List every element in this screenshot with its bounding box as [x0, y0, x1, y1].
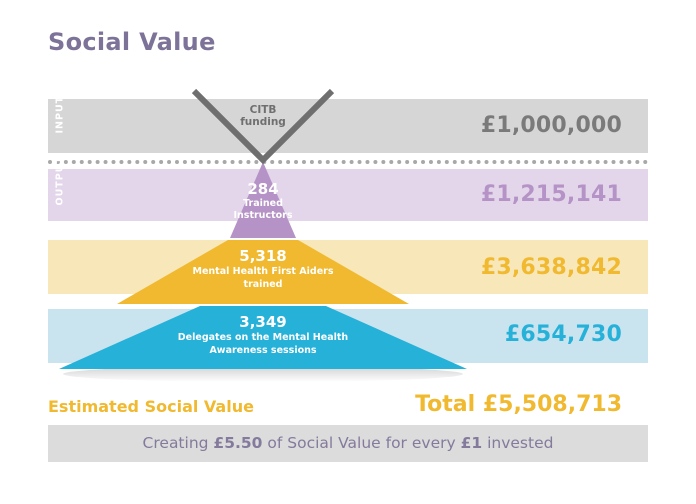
input-value: £1,000,000 — [480, 113, 622, 138]
tier3-value: £654,730 — [504, 322, 622, 347]
footer-suffix: invested — [482, 434, 554, 452]
footer-amount: £5.50 — [213, 434, 263, 452]
tier1-text: 284 Trained Instructors — [213, 180, 313, 222]
page-title: Social Value — [48, 28, 216, 56]
pyramid-shadow — [63, 366, 463, 382]
total-social-value: Total £5,508,713 — [415, 392, 622, 417]
footer-middle: of Social Value for every — [262, 434, 461, 452]
pyramid-tier3 — [59, 306, 467, 369]
pyramid-tier2 — [117, 240, 409, 304]
tier1-count: 284 — [247, 180, 279, 198]
footer-prefix: Creating — [142, 434, 214, 452]
footer-unit: £1 — [460, 434, 483, 452]
tier1-band — [48, 169, 648, 221]
tier3-text: 3,349 Delegates on the Mental Health Awa… — [143, 313, 383, 357]
estimated-social-value-label: Estimated Social Value — [48, 397, 254, 416]
tier1-label: Trained Instructors — [233, 198, 293, 221]
tier2-text: 5,318 Mental Health First Aiders trained — [163, 247, 363, 291]
funnel-label: CITB funding — [223, 104, 303, 128]
pyramid-tier1 — [230, 162, 296, 238]
tier1-value: £1,215,141 — [480, 182, 622, 207]
tier2-count: 5,318 — [239, 247, 287, 265]
footer-banner: Creating £5.50 of Social Value for every… — [48, 425, 648, 462]
tier2-value: £3,638,842 — [480, 255, 622, 280]
funnel-icon — [191, 88, 335, 165]
tier3-label: Delegates on the Mental Health Awareness… — [177, 332, 349, 356]
funnel-label-text: CITB funding — [240, 104, 286, 128]
input-band — [48, 99, 648, 153]
tier2-label: Mental Health First Aiders trained — [192, 266, 334, 290]
tier3-count: 3,349 — [239, 313, 287, 331]
input-output-divider — [48, 160, 648, 164]
